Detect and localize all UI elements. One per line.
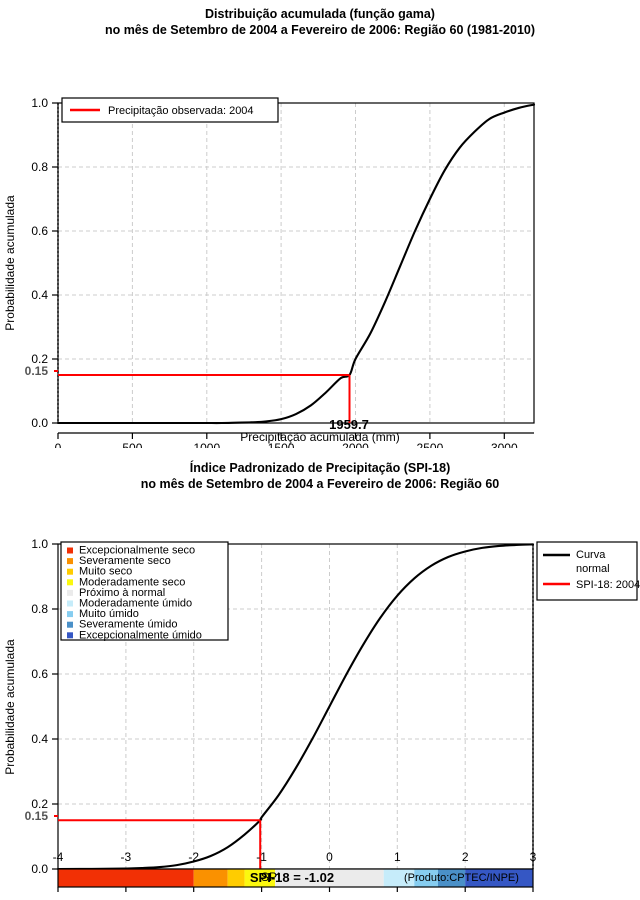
- legend-label-6: Muito úmido: [79, 608, 139, 620]
- colorbar-segment-7: [438, 869, 466, 887]
- gamma-xtick-4: 2000: [342, 441, 369, 448]
- spi-category-legend-box: [60, 541, 229, 641]
- colorbar-segment-3: [244, 869, 276, 887]
- gamma-ytick-4: 0.8: [31, 160, 48, 174]
- legend-swatch-1: [67, 558, 73, 565]
- legend-swatch-2: [67, 568, 73, 575]
- gamma-xtick-5: 2500: [417, 441, 444, 448]
- gamma-y-ticks: 0.0 0.2 0.4 0.6 0.8 1.0: [31, 96, 58, 430]
- colorbar-segment-1: [193, 869, 228, 887]
- spi-title-line-2: no mês de Setembro de 2004 a Fevereiro d…: [140, 477, 500, 491]
- spi-curve-legend-label-normal-2: normal: [576, 563, 610, 575]
- gamma-title-line-1: Distribuição acumulada (função gama): [205, 7, 435, 21]
- spi-curve-legend: Curva normal SPI-18: 2004: [536, 541, 640, 601]
- gamma-legend-label: Precipitação observada: 2004: [108, 105, 254, 117]
- gamma-ytick-3: 0.6: [31, 224, 48, 238]
- legend-label-5: Moderadamente úmido: [79, 598, 192, 610]
- spi-ytick-1: 0.2: [31, 797, 48, 811]
- legend-swatch-3: [67, 579, 73, 586]
- spi-xtick-7: 3: [529, 850, 537, 864]
- legend-swatch-5: [67, 600, 73, 607]
- spi-cdf-chart: SPI-18 = -1.02 0.0 0.2 0.4 0.6 0.8 1.0 0…: [3, 537, 640, 892]
- legend-label-7: Severamente úmido: [79, 619, 177, 631]
- gamma-ytick-0: 0.0: [31, 416, 48, 430]
- spi-xtick-3: -1: [256, 850, 267, 864]
- gamma-x-ticks: 0 500 1000 1500 2000 2500 3000: [55, 432, 534, 448]
- gamma-xtick-3: 1500: [268, 441, 295, 448]
- legend-label-0: Excepcionalmente seco: [79, 545, 195, 557]
- legend-label-3: Moderadamente seco: [79, 576, 185, 588]
- legend-label-2: Muito seco: [79, 566, 132, 578]
- producer-credit: (Produto:CPTEC/INPE): [404, 872, 519, 884]
- gamma-ytick-1: 0.2: [31, 352, 48, 366]
- spi-xtick-2: -2: [188, 850, 200, 864]
- spi-marker-prob-label: 0.15: [25, 809, 49, 823]
- legend-swatch-7: [67, 621, 73, 628]
- gamma-marker-value-label: 1959.7: [329, 417, 369, 432]
- spi-xtick-1: -3: [120, 850, 132, 864]
- legend-swatch-8: [67, 632, 73, 639]
- gamma-x-axis-title: Precipitação acumulada (mm): [240, 430, 400, 444]
- legend-swatch-4: [67, 589, 73, 596]
- spi-title-line-1: Índice Padronizado de Precipitação (SPI-…: [189, 461, 451, 475]
- colorbar-segment-8: [465, 869, 533, 887]
- spi-curve-legend-box: [536, 541, 638, 601]
- spi-normal-curve: [56, 543, 535, 871]
- spi-x-ticks: [57, 887, 534, 892]
- colorbar-segment-5: [383, 869, 415, 887]
- gamma-cdf-panel: Distribuição acumulada (função gama) no …: [0, 0, 640, 448]
- spi-ytick-0: 0.0: [31, 862, 48, 876]
- colorbar-segment-6: [414, 869, 438, 887]
- spi-curve-legend-label-spi: SPI-18: 2004: [576, 579, 640, 591]
- colorbar-segment-0: [58, 869, 194, 887]
- legend-label-8: Excepcionalmente úmido: [79, 629, 202, 641]
- legend-swatch-0: [67, 547, 73, 554]
- spi-x-tick-label-row: -4 -3 -2 -1 0 1 2 3: [0, 850, 640, 870]
- gamma-xtick-2: 1000: [193, 441, 220, 448]
- spi-xtick-6: 2: [461, 850, 469, 864]
- spi-chart-title: Índice Padronizado de Precipitação (SPI-…: [0, 452, 640, 492]
- spi-xtick-0: -4: [52, 850, 64, 864]
- gamma-xtick-6: 3000: [491, 441, 518, 448]
- spi-value-annotation: SPI-18 = -1.02: [250, 870, 334, 885]
- gamma-ytick-5: 1.0: [31, 96, 48, 110]
- spi-y-ticks: 0.0 0.2 0.4 0.6 0.8 1.0: [31, 537, 58, 876]
- colorbar-border: [57, 868, 534, 888]
- gamma-ytick-2: 0.4: [31, 288, 48, 302]
- spi-curve-legend-label-normal-1: Curva: [576, 549, 606, 561]
- gamma-y-axis-title: Probabilidade acumulada: [3, 195, 17, 331]
- spi-ytick-5: 1.0: [31, 537, 48, 551]
- spi-cdf-panel: Índice Padronizado de Precipitação (SPI-…: [0, 452, 640, 900]
- gamma-xtick-0: 0: [55, 441, 62, 448]
- gamma-xtick-1: 500: [122, 441, 142, 448]
- gamma-legend: Precipitação observada: 2004: [61, 97, 279, 123]
- spi-ytick-3: 0.6: [31, 667, 48, 681]
- spi-x-axis-title: SPI: [261, 870, 281, 884]
- gamma-title-line-2: no mês de Setembro de 2004 a Fevereiro d…: [104, 23, 536, 37]
- spi-category-colorbar: [57, 868, 534, 888]
- gamma-chart-title: Distribuição acumulada (função gama) no …: [0, 0, 640, 38]
- gamma-cdf-curve: [56, 103, 536, 425]
- colorbar-segment-2: [227, 869, 245, 887]
- spi-ytick-4: 0.8: [31, 602, 48, 616]
- legend-label-4: Próximo à normal: [79, 587, 165, 599]
- spi-xtick-4: 0: [326, 850, 333, 864]
- spi-xtick-5: 1: [393, 850, 401, 864]
- gamma-marker-prob-label: 0.15: [25, 364, 49, 378]
- legend-swatch-6: [67, 611, 73, 618]
- colorbar-segment-4: [275, 869, 384, 887]
- spi-y-axis-title: Probabilidade acumulada: [3, 639, 17, 775]
- gamma-cdf-chart: 0.0 0.2 0.4 0.6 0.8 1.0 0.15 0: [3, 96, 536, 448]
- legend-label-1: Severamente seco: [79, 555, 171, 567]
- spi-ytick-2: 0.4: [31, 732, 48, 746]
